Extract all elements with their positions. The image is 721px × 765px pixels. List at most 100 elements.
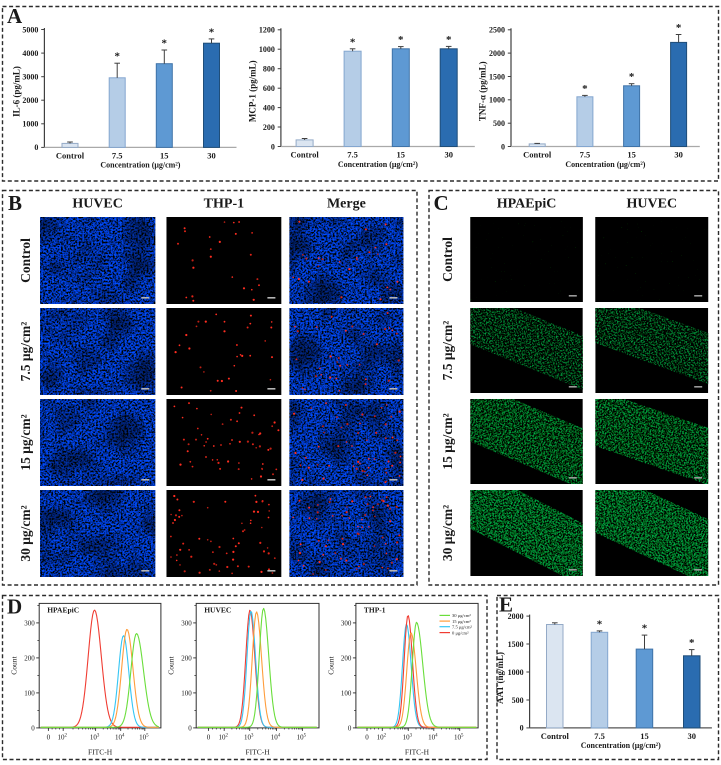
svg-text:0: 0 — [34, 143, 38, 152]
svg-text:200: 200 — [181, 654, 192, 662]
svg-text:500: 500 — [512, 696, 524, 705]
svg-text:0: 0 — [207, 733, 211, 741]
svg-text:7.5 μg/cm²: 7.5 μg/cm² — [440, 321, 455, 381]
svg-text:300: 300 — [24, 619, 35, 627]
svg-text:30: 30 — [207, 151, 216, 161]
svg-text:800: 800 — [263, 65, 275, 74]
svg-text:0: 0 — [31, 724, 35, 732]
svg-text:Concentration (μg/cm²): Concentration (μg/cm²) — [100, 161, 180, 170]
svg-text:0: 0 — [520, 724, 524, 733]
svg-text:Control: Control — [440, 237, 455, 282]
svg-text:THP-1: THP-1 — [204, 197, 244, 212]
svg-text:Control: Control — [291, 150, 320, 160]
svg-text:*: * — [676, 22, 682, 34]
svg-text:105: 105 — [454, 733, 464, 741]
svg-text:300: 300 — [341, 619, 352, 627]
svg-text:Control: Control — [541, 731, 570, 741]
svg-text:THP-1: THP-1 — [364, 606, 386, 615]
svg-text:*: * — [350, 36, 356, 48]
svg-text:500: 500 — [493, 119, 505, 128]
svg-text:1000: 1000 — [22, 120, 38, 129]
svg-text:FITC-H: FITC-H — [88, 748, 113, 757]
svg-text:105: 105 — [139, 733, 149, 741]
svg-text:Control: Control — [18, 238, 33, 283]
svg-text:0: 0 — [47, 733, 51, 741]
svg-text:A: A — [7, 4, 23, 28]
svg-text:200: 200 — [263, 123, 275, 132]
svg-text:*: * — [398, 34, 404, 46]
svg-text:Merge: Merge — [327, 197, 366, 212]
svg-text:15: 15 — [160, 151, 169, 161]
svg-text:B: B — [8, 191, 22, 215]
svg-text:*: * — [689, 637, 695, 649]
svg-text:4000: 4000 — [22, 49, 38, 58]
svg-text:0: 0 — [188, 724, 192, 732]
svg-text:1200: 1200 — [259, 26, 275, 35]
svg-text:*: * — [597, 618, 603, 630]
svg-text:Concentration (μg/cm²): Concentration (μg/cm²) — [565, 160, 645, 169]
svg-text:5000: 5000 — [22, 25, 38, 34]
svg-text:*: * — [446, 34, 452, 46]
svg-text:103: 103 — [403, 733, 413, 741]
svg-text:15: 15 — [640, 731, 649, 741]
svg-text:*: * — [582, 83, 588, 95]
svg-text:FITC-H: FITC-H — [405, 748, 430, 757]
svg-text:*: * — [162, 38, 168, 50]
svg-text:HUVEC: HUVEC — [627, 197, 678, 212]
svg-text:1500: 1500 — [508, 640, 524, 649]
svg-text:15 μg/cm²: 15 μg/cm² — [440, 413, 455, 469]
svg-text:E: E — [499, 593, 513, 617]
svg-text:0: 0 — [348, 724, 352, 732]
svg-text:15 μg/cm²: 15 μg/cm² — [18, 414, 33, 470]
svg-text:2000: 2000 — [508, 612, 524, 621]
svg-text:Control: Control — [523, 150, 552, 160]
svg-text:1000: 1000 — [508, 668, 524, 677]
svg-text:HUVEC: HUVEC — [72, 197, 123, 212]
svg-text:Concentration (μg/cm²): Concentration (μg/cm²) — [338, 160, 418, 169]
svg-text:2000: 2000 — [22, 96, 38, 105]
svg-text:103: 103 — [90, 733, 100, 741]
svg-text:7.5 μg/cm²: 7.5 μg/cm² — [452, 625, 473, 630]
svg-text:102: 102 — [57, 733, 67, 741]
svg-text:103: 103 — [244, 733, 254, 741]
svg-text:0: 0 — [271, 142, 275, 151]
svg-text:104: 104 — [271, 733, 281, 741]
svg-text:30: 30 — [444, 150, 453, 160]
svg-text:3000: 3000 — [22, 73, 38, 82]
svg-text:Count: Count — [167, 656, 176, 675]
svg-text:1000: 1000 — [259, 45, 275, 54]
svg-text:15 μg/cm²: 15 μg/cm² — [452, 619, 471, 624]
svg-text:7.5: 7.5 — [594, 731, 605, 741]
svg-text:1500: 1500 — [489, 72, 505, 81]
svg-text:105: 105 — [297, 733, 307, 741]
svg-text:*: * — [629, 71, 635, 83]
svg-text:*: * — [114, 51, 120, 63]
svg-text:102: 102 — [218, 733, 228, 741]
svg-text:IL-6 (pg/mL): IL-6 (pg/mL) — [12, 66, 22, 117]
svg-text:100: 100 — [341, 689, 352, 697]
svg-text:30 μg/cm²: 30 μg/cm² — [440, 505, 455, 561]
svg-text:100: 100 — [24, 689, 35, 697]
svg-text:Count: Count — [326, 656, 335, 675]
svg-text:100: 100 — [181, 689, 192, 697]
svg-text:0 μg/cm²: 0 μg/cm² — [452, 630, 469, 635]
svg-text:C: C — [434, 191, 449, 215]
svg-text:200: 200 — [24, 654, 35, 662]
svg-text:HUVEC: HUVEC — [204, 606, 231, 615]
svg-text:0: 0 — [365, 733, 369, 741]
svg-text:2000: 2000 — [489, 49, 505, 58]
svg-text:Control: Control — [56, 151, 85, 161]
svg-text:15: 15 — [627, 150, 636, 160]
svg-text:D: D — [7, 595, 22, 619]
svg-text:7.5: 7.5 — [347, 150, 358, 160]
svg-text:HPAEpiC: HPAEpiC — [47, 606, 79, 615]
svg-text:HPAEpiC: HPAEpiC — [497, 197, 557, 212]
svg-text:0: 0 — [501, 142, 505, 151]
svg-text:104: 104 — [115, 733, 125, 741]
svg-text:1000: 1000 — [489, 96, 505, 105]
svg-text:Count: Count — [10, 656, 19, 675]
svg-text:*: * — [209, 26, 215, 38]
svg-text:200: 200 — [341, 654, 352, 662]
svg-text:7.5: 7.5 — [112, 151, 123, 161]
svg-text:Concentration (μg/cm²): Concentration (μg/cm²) — [581, 741, 661, 750]
